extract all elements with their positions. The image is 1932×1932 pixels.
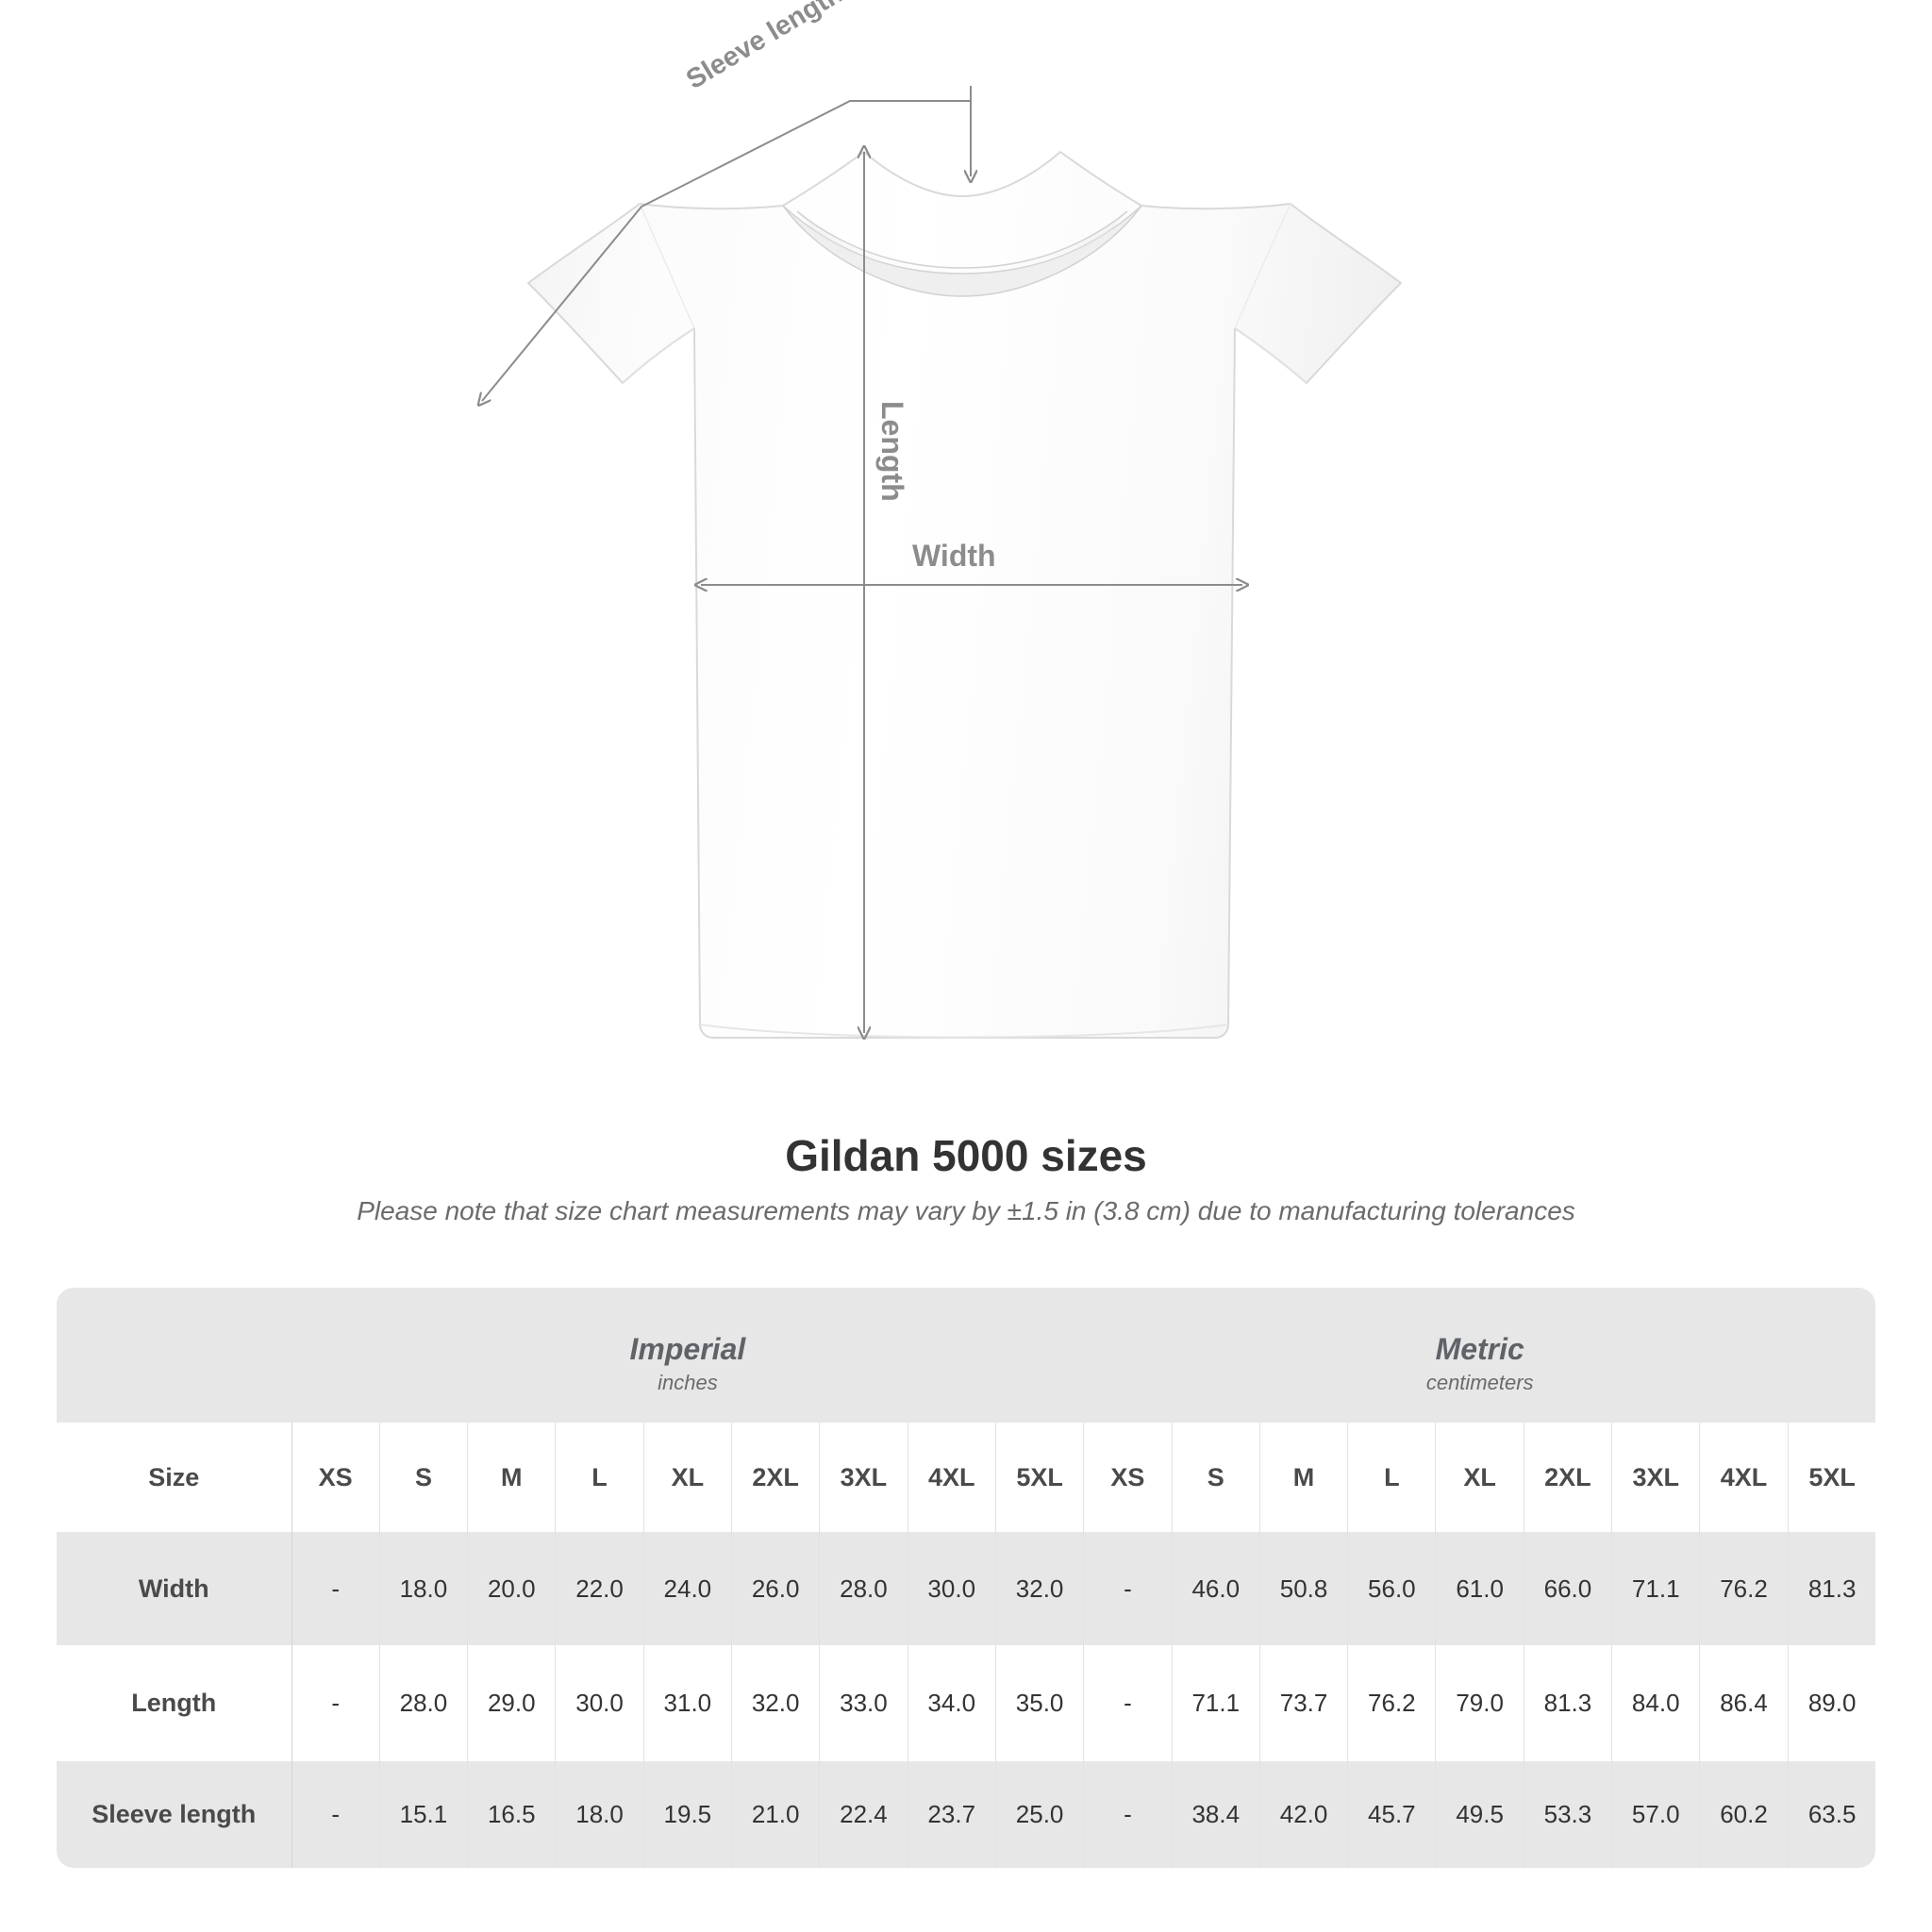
svg-text:Width: Width [912, 539, 996, 573]
svg-text:Length: Length [875, 401, 909, 502]
svg-text:Sleeve length: Sleeve length [681, 0, 848, 95]
